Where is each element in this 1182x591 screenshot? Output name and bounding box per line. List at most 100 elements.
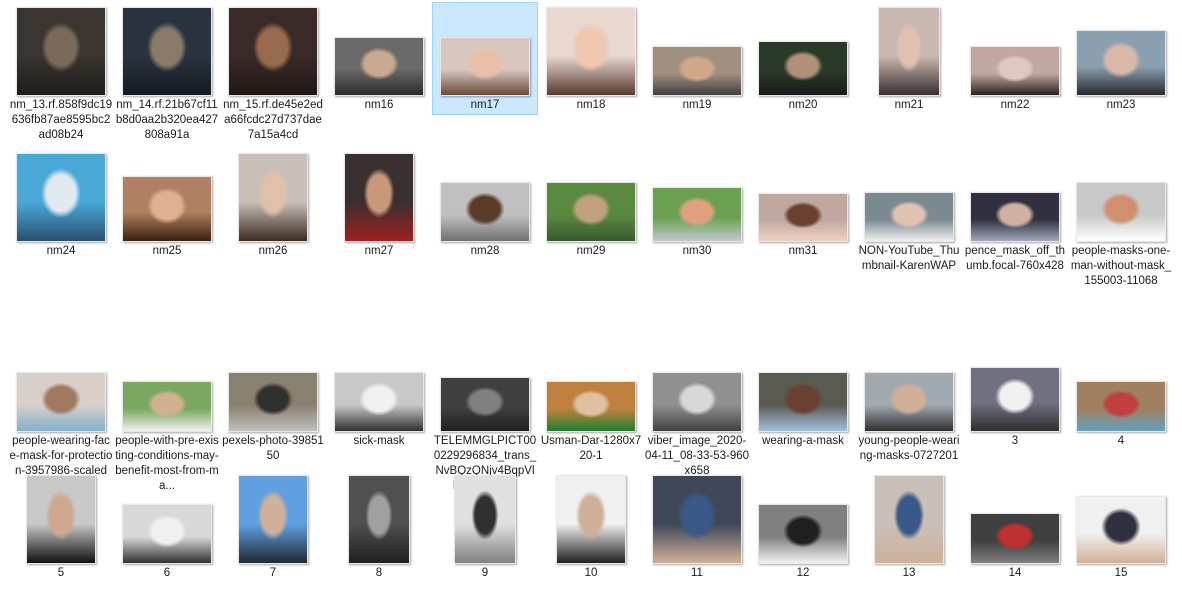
image-thumbnail[interactable] — [1076, 182, 1166, 242]
image-thumbnail[interactable] — [864, 372, 954, 432]
thumbnail-frame — [1068, 338, 1174, 432]
file-name-label: 12 — [796, 567, 810, 579]
file-item[interactable]: nm20 — [750, 2, 856, 113]
file-item[interactable]: 10 — [538, 470, 644, 581]
file-name-label: pexels-photo-3985150 — [222, 435, 324, 462]
image-thumbnail[interactable] — [546, 7, 636, 96]
file-item[interactable]: nm_13.rf.858f9dc19636fb87ae8595bc2ad08b2… — [8, 2, 114, 143]
image-thumbnail[interactable] — [1076, 496, 1166, 564]
file-item[interactable]: nm24 — [8, 148, 114, 259]
image-thumbnail[interactable] — [334, 37, 424, 96]
image-thumbnail[interactable] — [758, 193, 848, 242]
file-item[interactable]: 12 — [750, 470, 856, 581]
file-item[interactable]: nm26 — [220, 148, 326, 259]
thumbnail-frame — [750, 2, 856, 96]
file-name-label: 9 — [481, 567, 489, 579]
file-item[interactable]: Usman-Dar-1280x720-1 — [538, 338, 644, 464]
image-thumbnail[interactable] — [970, 192, 1060, 242]
file-item[interactable]: nm16 — [326, 2, 432, 113]
image-thumbnail[interactable] — [16, 372, 106, 432]
image-thumbnail[interactable] — [122, 7, 212, 96]
image-thumbnail[interactable] — [970, 367, 1060, 432]
file-name-label: 11 — [691, 567, 703, 579]
image-thumbnail[interactable] — [1076, 30, 1166, 96]
file-item[interactable]: 15 — [1068, 470, 1174, 581]
file-item[interactable]: nm25 — [114, 148, 220, 259]
image-thumbnail[interactable] — [122, 504, 212, 564]
image-thumbnail[interactable] — [652, 372, 742, 432]
image-thumbnail[interactable] — [758, 372, 848, 432]
image-thumbnail[interactable] — [878, 7, 940, 96]
image-thumbnail[interactable] — [238, 475, 308, 564]
file-item[interactable]: nm17 — [432, 2, 538, 115]
file-item[interactable]: nm27 — [326, 148, 432, 259]
thumbnail-frame — [114, 338, 220, 432]
image-thumbnail[interactable] — [440, 182, 530, 242]
image-thumbnail[interactable] — [652, 187, 742, 242]
file-item[interactable]: nm29 — [538, 148, 644, 259]
file-item[interactable]: 8 — [326, 470, 432, 581]
file-item[interactable]: nm30 — [644, 148, 750, 259]
file-item[interactable]: young-people-wearing-masks-0727201 — [856, 338, 962, 464]
image-thumbnail[interactable] — [970, 46, 1060, 96]
image-thumbnail[interactable] — [122, 176, 212, 242]
image-thumbnail[interactable] — [546, 381, 636, 432]
image-thumbnail[interactable] — [1076, 381, 1166, 432]
image-thumbnail[interactable] — [864, 192, 954, 242]
file-item[interactable]: people-wearing-face-mask-for-protection-… — [8, 338, 114, 479]
file-item[interactable]: nm19 — [644, 2, 750, 113]
file-item[interactable]: viber_image_2020-04-11_08-33-53-960x658 — [644, 338, 750, 479]
image-thumbnail[interactable] — [652, 475, 742, 564]
file-item[interactable]: pexels-photo-3985150 — [220, 338, 326, 464]
file-item[interactable]: 5 — [8, 470, 114, 581]
image-thumbnail[interactable] — [26, 475, 96, 564]
thumbnail-frame — [432, 338, 538, 432]
file-item[interactable]: pence_mask_off_thumb.focal-760x428 — [962, 148, 1068, 274]
image-thumbnail[interactable] — [440, 37, 530, 96]
image-thumbnail[interactable] — [546, 182, 636, 242]
image-thumbnail[interactable] — [970, 513, 1060, 564]
file-item[interactable]: 4 — [1068, 338, 1174, 449]
file-item[interactable]: NON-YouTube_Thumbnail-KarenWAP — [856, 148, 962, 274]
thumbnail-frame — [856, 470, 962, 564]
image-thumbnail[interactable] — [556, 475, 626, 564]
image-thumbnail[interactable] — [758, 504, 848, 564]
image-thumbnail[interactable] — [348, 475, 410, 564]
image-thumbnail[interactable] — [440, 377, 530, 432]
file-item[interactable]: 7 — [220, 470, 326, 581]
file-item[interactable]: nm21 — [856, 2, 962, 113]
image-thumbnail[interactable] — [652, 46, 742, 96]
image-thumbnail[interactable] — [16, 7, 106, 96]
file-item[interactable]: 13 — [856, 470, 962, 581]
file-item[interactable]: 14 — [962, 470, 1068, 581]
file-item[interactable]: people-with-pre-existing-conditions-may-… — [114, 338, 220, 494]
file-item[interactable]: 6 — [114, 470, 220, 581]
thumbnail-frame — [326, 2, 432, 96]
image-thumbnail[interactable] — [334, 372, 424, 432]
image-thumbnail[interactable] — [758, 41, 848, 96]
image-thumbnail[interactable] — [122, 381, 212, 432]
thumbnail-frame — [538, 148, 644, 242]
file-name-label: 14 — [1008, 567, 1022, 579]
image-thumbnail[interactable] — [238, 153, 308, 242]
image-thumbnail[interactable] — [874, 475, 944, 564]
file-item[interactable]: nm31 — [750, 148, 856, 259]
file-item[interactable]: nm22 — [962, 2, 1068, 113]
image-thumbnail[interactable] — [344, 153, 414, 242]
file-item[interactable]: 9 — [432, 470, 538, 581]
file-item[interactable]: nm_15.rf.de45e2eda66fcdc27d737dae7a15a4c… — [220, 2, 326, 143]
file-item[interactable]: nm28 — [432, 148, 538, 259]
image-thumbnail[interactable] — [228, 372, 318, 432]
file-item[interactable]: 11 — [644, 470, 750, 581]
image-thumbnail[interactable] — [454, 475, 516, 564]
image-thumbnail[interactable] — [228, 7, 318, 96]
file-item[interactable]: people-masks-one-man-without-mask_155003… — [1068, 148, 1174, 289]
file-item[interactable]: wearing-a-mask — [750, 338, 856, 449]
file-item[interactable]: 3 — [962, 338, 1068, 449]
file-item[interactable]: sick-mask — [326, 338, 432, 449]
file-item[interactable]: nm18 — [538, 2, 644, 113]
file-item[interactable]: nm23 — [1068, 2, 1174, 113]
image-thumbnail[interactable] — [16, 153, 106, 242]
file-item[interactable]: nm_14.rf.21b67cf11b8d0aa2b320ea427808a91… — [114, 2, 220, 143]
file-name-label: 6 — [163, 567, 171, 579]
